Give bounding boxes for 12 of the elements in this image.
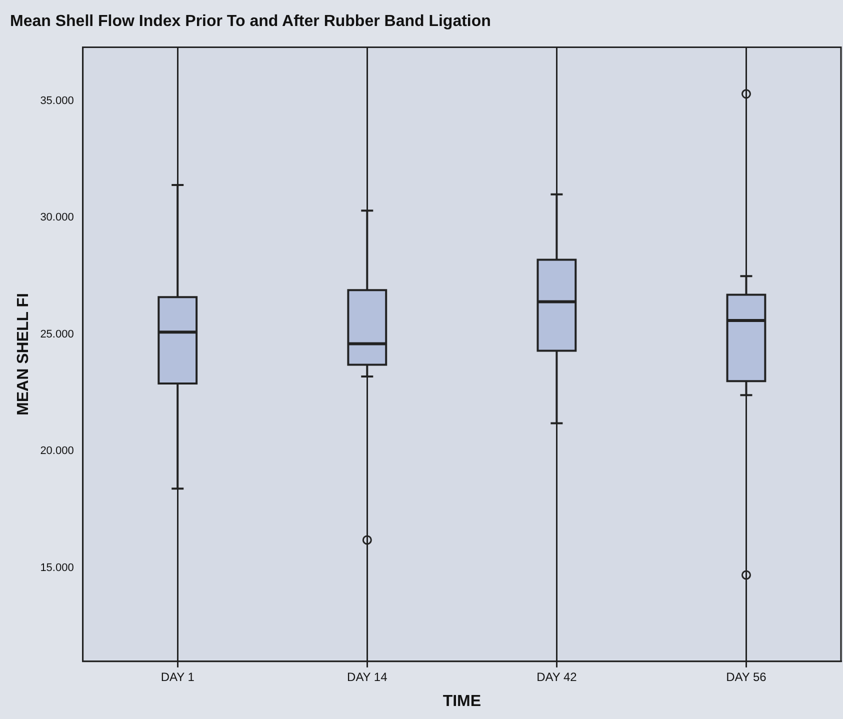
x-tick-label: DAY 42 xyxy=(536,670,578,684)
y-tick-label: 25.000 xyxy=(40,328,74,340)
y-tick-label: 35.000 xyxy=(40,94,74,107)
y-tick-label: 15.000 xyxy=(40,562,74,574)
chart-title: Mean Shell Flow Index Prior To and After Rubber Band Ligation xyxy=(10,13,491,30)
y-tick-label: 20.000 xyxy=(40,445,74,458)
x-tick-label: DAY 14 xyxy=(347,670,388,684)
x-axis-title: TIME xyxy=(442,692,482,710)
y-tick-label: 30.000 xyxy=(40,212,74,224)
x-tick-label: DAY 1 xyxy=(160,670,195,684)
x-tick-label: DAY 56 xyxy=(726,670,767,684)
y-axis-title: MEAN SHELL FI xyxy=(15,293,32,416)
